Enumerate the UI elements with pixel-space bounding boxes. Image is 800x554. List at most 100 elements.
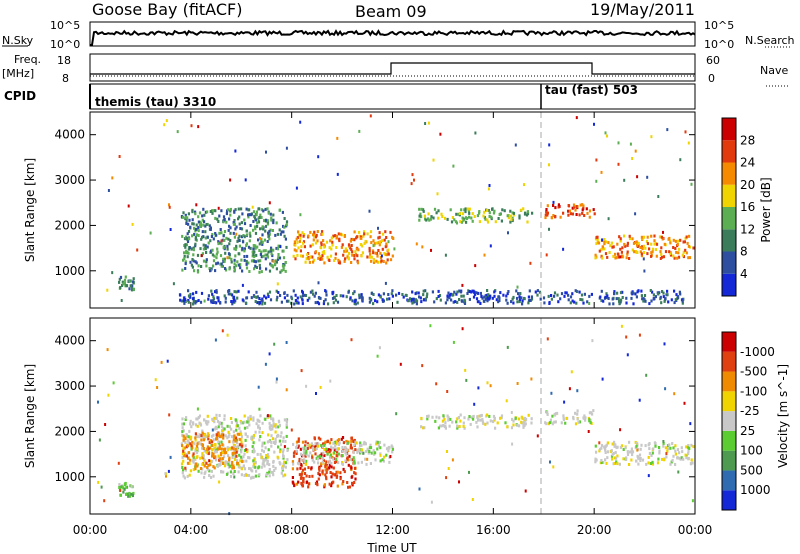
data-cell bbox=[227, 435, 230, 439]
colorbar-segment bbox=[722, 273, 736, 296]
data-cell bbox=[285, 245, 288, 249]
data-cell bbox=[181, 444, 184, 448]
data-cell bbox=[285, 223, 288, 227]
data-cell bbox=[350, 439, 353, 443]
data-cell bbox=[281, 439, 285, 443]
data-cell bbox=[223, 455, 226, 459]
data-cell bbox=[335, 474, 339, 478]
data-cell bbox=[329, 239, 332, 243]
data-cell bbox=[611, 297, 614, 301]
data-cell bbox=[183, 301, 186, 305]
data-cell bbox=[459, 290, 462, 294]
data-cell bbox=[234, 451, 237, 455]
data-cell bbox=[233, 210, 236, 214]
data-cell bbox=[233, 458, 237, 461]
data-cell bbox=[467, 417, 470, 421]
data-cell bbox=[512, 211, 516, 215]
data-cell bbox=[586, 300, 589, 304]
data-cell bbox=[296, 253, 299, 257]
data-cell bbox=[249, 224, 252, 227]
data-cell bbox=[509, 220, 512, 224]
data-cell bbox=[422, 289, 425, 293]
data-cell bbox=[554, 206, 557, 210]
data-cell bbox=[207, 452, 210, 456]
data-cell bbox=[376, 354, 379, 358]
data-cell bbox=[640, 289, 643, 293]
data-cell bbox=[551, 414, 554, 418]
data-cell bbox=[476, 425, 479, 429]
data-cell bbox=[646, 242, 649, 246]
data-cell bbox=[205, 260, 208, 264]
data-cell bbox=[480, 414, 483, 418]
data-cell bbox=[206, 414, 209, 418]
data-cell bbox=[612, 462, 615, 466]
data-cell bbox=[641, 245, 644, 249]
data-cell bbox=[312, 447, 315, 451]
data-cell bbox=[477, 386, 480, 390]
data-cell bbox=[567, 298, 570, 302]
data-cell bbox=[654, 248, 657, 252]
data-cell bbox=[197, 416, 200, 419]
data-cell bbox=[231, 466, 234, 470]
data-cell bbox=[196, 455, 199, 459]
data-cell bbox=[554, 420, 557, 424]
data-cell bbox=[545, 253, 548, 257]
data-cell bbox=[426, 417, 429, 421]
data-cell bbox=[588, 411, 591, 415]
data-cell bbox=[219, 460, 222, 463]
data-cell bbox=[345, 295, 348, 299]
data-cell bbox=[206, 467, 209, 471]
data-cell bbox=[358, 230, 361, 234]
data-cell bbox=[304, 454, 307, 458]
data-cell bbox=[192, 468, 195, 472]
data-cell bbox=[626, 241, 629, 245]
data-cell bbox=[667, 300, 670, 304]
data-cell bbox=[224, 434, 227, 438]
power-colorbar-label: Power [dB] bbox=[759, 177, 773, 242]
data-cell bbox=[629, 142, 632, 146]
data-cell bbox=[354, 298, 357, 302]
data-cell bbox=[212, 453, 215, 456]
data-cell bbox=[353, 302, 356, 306]
data-cell bbox=[271, 437, 275, 441]
data-cell bbox=[506, 425, 509, 429]
data-cell bbox=[481, 420, 484, 424]
data-cell bbox=[270, 441, 273, 444]
data-cell bbox=[612, 245, 615, 249]
data-cell bbox=[201, 467, 204, 471]
data-cell bbox=[439, 132, 442, 136]
data-cell bbox=[683, 240, 686, 244]
data-cell bbox=[601, 377, 604, 381]
data-cell bbox=[679, 158, 682, 162]
data-cell bbox=[351, 253, 354, 257]
data-cell bbox=[215, 290, 218, 294]
data-cell bbox=[260, 250, 263, 254]
data-cell bbox=[410, 182, 413, 186]
data-cell bbox=[211, 434, 214, 438]
data-cell bbox=[265, 454, 268, 457]
data-cell bbox=[238, 443, 241, 447]
data-cell bbox=[640, 235, 643, 239]
data-cell bbox=[401, 293, 404, 296]
data-cell bbox=[312, 238, 315, 242]
data-cell bbox=[339, 477, 342, 481]
data-cell bbox=[567, 209, 570, 213]
data-cell bbox=[687, 141, 690, 145]
data-cell bbox=[240, 450, 243, 454]
data-cell bbox=[387, 252, 390, 256]
data-cell bbox=[245, 259, 248, 263]
data-cell bbox=[272, 259, 275, 263]
data-cell bbox=[562, 414, 565, 418]
data-cell bbox=[201, 456, 204, 460]
data-cell bbox=[611, 442, 614, 446]
data-cell bbox=[220, 440, 223, 444]
data-cell bbox=[660, 252, 663, 256]
data-cell bbox=[635, 459, 638, 463]
data-cell bbox=[217, 206, 220, 210]
data-cell bbox=[369, 252, 372, 256]
data-cell bbox=[112, 381, 115, 385]
data-cell bbox=[429, 324, 432, 328]
data-cell bbox=[385, 253, 388, 257]
data-cell bbox=[196, 442, 199, 446]
data-cell bbox=[243, 258, 246, 262]
